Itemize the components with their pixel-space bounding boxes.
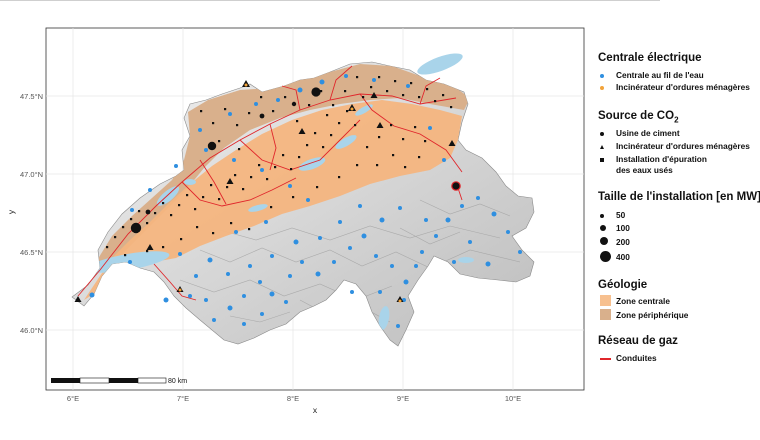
legend-river-plant-label: Centrale au fil de l'eau — [616, 70, 704, 80]
legend-co2-title: Source de CO2 — [598, 110, 679, 124]
legend-size-100-label: 100 — [616, 223, 630, 233]
black-circle-icon — [600, 128, 616, 139]
size-100-icon — [600, 223, 616, 234]
central-zone — [84, 100, 462, 300]
y-axis-ticks: 47.5°N 47.0°N 46.5°N 46.0°N — [20, 92, 43, 335]
peripheral-zone — [96, 64, 470, 262]
size-200-icon — [600, 237, 616, 248]
top-divider — [0, 0, 660, 1]
gas-network — [77, 65, 463, 301]
legend-size-200-label: 200 — [616, 237, 630, 247]
size-50-icon — [600, 210, 616, 221]
legend-size-400-label: 400 — [616, 252, 630, 263]
cement-plant-gas-link — [451, 181, 461, 191]
legend-size-100: 100 — [600, 223, 630, 234]
wastewater-markers — [106, 76, 453, 257]
y-tick-46-5N: 46.5°N — [20, 248, 43, 257]
x-tick-10E: 10°E — [505, 394, 521, 403]
legend-size-title: Taille de l'installation [en MW] — [598, 191, 760, 203]
legend-size-50-label: 50 — [616, 210, 626, 220]
legend-incinerator-label: Incinérateur d'ordures ménagères — [616, 141, 750, 151]
legend-size-200: 200 — [600, 237, 630, 248]
legend-wastewater-line2: des eaux usés — [600, 165, 673, 176]
legend-plants-title: Centrale électrique — [598, 52, 702, 64]
map-legend: Centrale électrique Centrale au fil de l… — [590, 50, 760, 380]
x-tick-6E: 6°E — [67, 394, 79, 403]
peripheral-zone-swatch-icon — [600, 309, 616, 323]
y-tick-47-5N: 47.5°N — [20, 92, 43, 101]
legend-river-plant: Centrale au fil de l'eau — [600, 70, 704, 81]
legend-cement: Usine de ciment — [600, 128, 680, 139]
central-zone-swatch-icon — [600, 295, 616, 309]
legend-peripheral-zone-label: Zone périphérique — [616, 310, 689, 321]
legend-geology-title: Géologie — [598, 279, 648, 291]
waste-incinerator-plant-markers — [178, 83, 402, 303]
river-plant-markers — [89, 74, 522, 328]
legend-wastewater: Installation d'épuration — [600, 154, 707, 165]
legend-gas-pipeline-label: Conduites — [616, 353, 657, 363]
x-tick-8E: 8°E — [287, 394, 299, 403]
blue-dot-icon — [600, 70, 616, 81]
legend-co2-title-text: Source de CO — [598, 110, 675, 122]
cement-plant-markers — [130, 87, 461, 234]
legend-cement-label: Usine de ciment — [616, 128, 680, 138]
legend-central-zone: Zone centrale — [600, 295, 670, 309]
x-tick-9E: 9°E — [397, 394, 409, 403]
x-tick-7E: 7°E — [177, 394, 189, 403]
legend-wastewater-label: Installation d'épuration — [616, 154, 707, 164]
legend-incinerator-plant-label: Incinérateur d'ordures ménagères — [616, 82, 750, 92]
legend-gas-pipeline: Conduites — [600, 353, 657, 364]
legend-size-50: 50 — [600, 210, 625, 221]
legend-size-400: 400 — [600, 251, 630, 265]
x-axis-ticks: 6°E 7°E 8°E 9°E 10°E — [67, 394, 521, 403]
scale-bar — [51, 377, 167, 384]
y-tick-47-0N: 47.0°N — [20, 170, 43, 179]
square-icon — [600, 154, 616, 165]
legend-wastewater-label-2: des eaux usés — [616, 165, 673, 175]
y-tick-46-0N: 46.0°N — [20, 326, 43, 335]
legend-peripheral-zone: Zone périphérique — [600, 309, 688, 323]
orange-dot-icon — [600, 82, 616, 93]
legend-incinerator-plant: Incinérateur d'ordures ménagères — [600, 82, 750, 93]
switzerland-map: 80 km 6°E 7°E 8°E 9°E 10°E 47.5°N 47.0°N… — [6, 27, 585, 415]
legend-central-zone-label: Zone centrale — [616, 296, 670, 307]
legend-gas-title: Réseau de gaz — [598, 335, 678, 347]
scale-label: 80 km — [168, 378, 187, 385]
red-line-icon — [600, 353, 616, 364]
legend-incinerator: Incinérateur d'ordures ménagères — [600, 141, 750, 152]
triangle-icon — [600, 141, 616, 152]
legend-co2-title-sub: 2 — [674, 115, 679, 125]
lake-constance — [417, 53, 463, 75]
x-axis-title: x — [313, 405, 318, 415]
y-axis-title: y — [6, 209, 16, 214]
size-400-icon — [600, 251, 616, 265]
